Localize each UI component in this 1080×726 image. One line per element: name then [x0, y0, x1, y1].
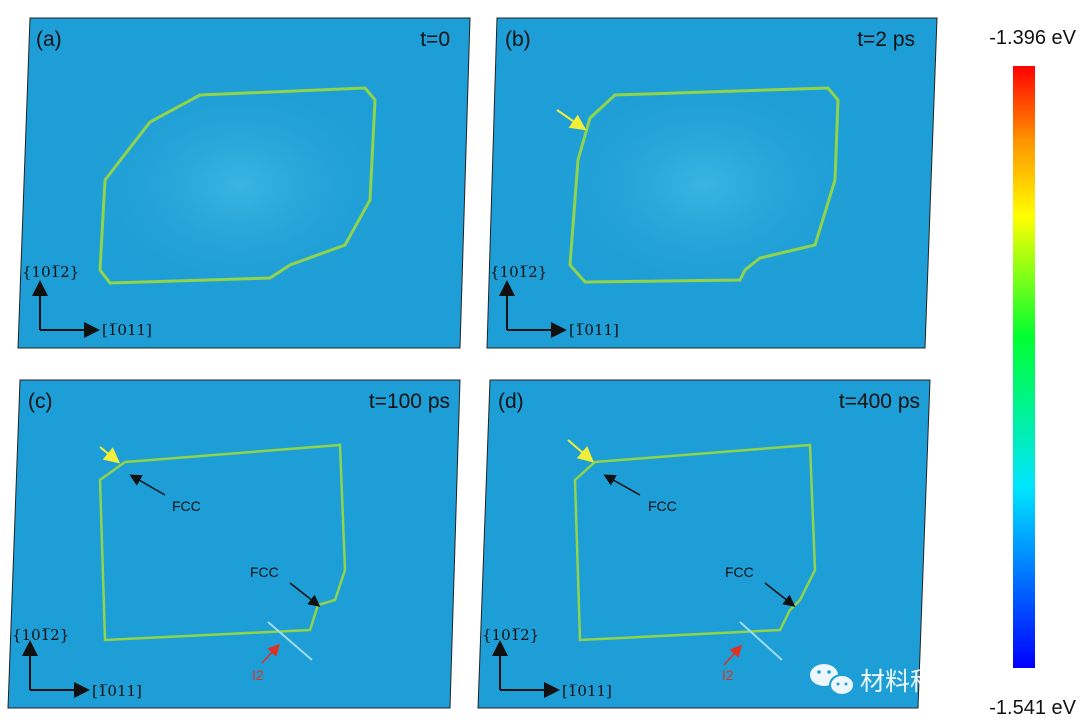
fcc-label: FCC	[250, 564, 279, 580]
yellow-arrow	[99, 446, 121, 464]
colorbar-max-label: -1.396 eV	[989, 27, 1076, 49]
dislocation-loop	[568, 86, 840, 284]
panel-label: (a)	[36, 28, 62, 51]
i2-label: I2	[252, 667, 264, 683]
dislocation-loop	[573, 443, 817, 642]
time-label: t=0	[420, 28, 450, 51]
I2-loop-segment	[267, 621, 313, 661]
fcc-label: FCC	[725, 564, 754, 580]
dislocation-loop	[98, 86, 377, 285]
axis-normal-label: {101̅2}	[490, 263, 547, 281]
red-arrow	[261, 643, 281, 664]
I2-loop-segment	[739, 621, 783, 661]
panel-label: (c)	[28, 390, 53, 413]
panel-b: (b) t=2 ps {101̅2} [1̅011]	[486, 17, 938, 349]
panel-label: (b)	[505, 28, 531, 51]
dislocation-loop	[98, 443, 347, 642]
axis-direction-label: [1̅011]	[102, 321, 152, 339]
panel-a: (a) t=0 {101̅2} [1̅011]	[17, 17, 471, 349]
i2-label: I2	[722, 667, 734, 683]
axis-direction-label: [1̅011]	[92, 682, 142, 700]
time-label: t=2 ps	[857, 28, 915, 51]
axis-normal-label: {101̅2}	[22, 263, 79, 281]
fcc-arrow	[129, 474, 166, 496]
colorbar: -1.396 eV -1.541 eV	[989, 27, 1076, 719]
simulation-cell	[7, 379, 461, 709]
axis-normal-label: {101̅2}	[482, 626, 539, 644]
fcc-arrow	[603, 474, 641, 496]
axis-direction-label: [1̅011]	[569, 321, 619, 339]
fcc-label: FCC	[172, 498, 201, 514]
axis-normal-label: {101̅2}	[12, 626, 69, 644]
panel-d: (d) t=400 ps FCC FCC I2 {101̅2} [1̅011]	[477, 379, 931, 709]
simulation-cell	[477, 379, 931, 709]
watermark: 材料科学与工程	[810, 664, 1035, 696]
panel-c: (c) t=100 ps FCC FCC I2 {101̅2} [1̅011]	[7, 379, 461, 709]
red-arrow	[723, 644, 742, 666]
watermark-text: 材料科学与工程	[860, 667, 1035, 696]
wechat-icon	[810, 664, 855, 696]
yellow-arrow	[556, 109, 587, 131]
time-label: t=100 ps	[369, 390, 450, 413]
axis-direction-label: [1̅011]	[562, 682, 612, 700]
fcc-arrow	[764, 582, 796, 607]
fcc-label: FCC	[648, 498, 677, 514]
colorbar-gradient	[1013, 66, 1035, 668]
time-label: t=400 ps	[839, 390, 920, 413]
yellow-arrow	[567, 439, 595, 463]
colorbar-min-label: -1.541 eV	[989, 697, 1076, 719]
panel-label: (d)	[498, 390, 524, 413]
fcc-arrow	[289, 582, 321, 607]
